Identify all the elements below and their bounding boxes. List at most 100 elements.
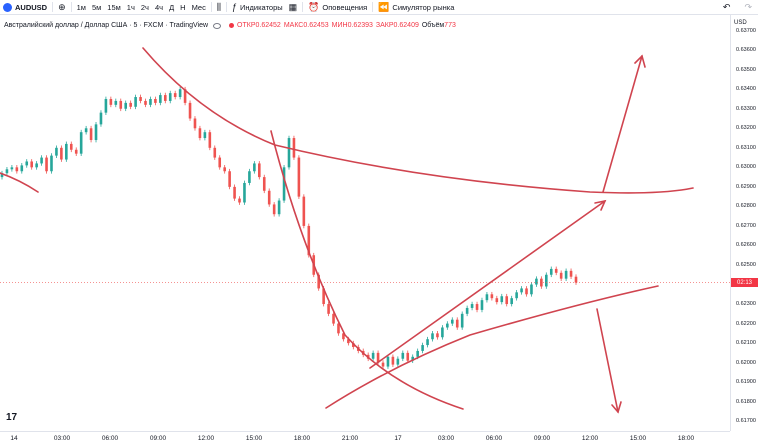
candle-body bbox=[347, 339, 350, 344]
time-tick-label: 12:00 bbox=[581, 435, 599, 442]
price-tick-label: 0.62500 bbox=[736, 261, 756, 268]
chart-legend: Австралийский доллар / Доллар США · 5 · … bbox=[4, 22, 456, 29]
candle-body bbox=[15, 167, 19, 172]
price-tick-label: 0.61700 bbox=[736, 418, 756, 425]
separator bbox=[52, 2, 54, 12]
chart-type-button[interactable]: ⫼ bbox=[214, 0, 224, 15]
interval-button[interactable]: Д bbox=[169, 2, 175, 12]
interval-button[interactable]: 2ч bbox=[140, 2, 149, 12]
undo-icon[interactable]: ↶ bbox=[722, 2, 731, 12]
candle-body bbox=[500, 296, 504, 303]
separator bbox=[372, 2, 374, 12]
time-scale[interactable]: 14 03:00 06:00 09:00 12:00 15:00 18:00 21:00 17 0… bbox=[0, 431, 730, 446]
alarm-clock-icon: ⏰ bbox=[308, 1, 320, 12]
price-tick-label: 0.62600 bbox=[736, 242, 756, 249]
grid-icon: ▦ bbox=[288, 1, 298, 12]
top-toolbar: AUDUSD ⊕ 1м 5м 15м 1ч 2ч 4ч Д Н Мес ⫼ ƒ Индикато… bbox=[0, 0, 758, 15]
candle-body bbox=[307, 225, 311, 256]
candle-body bbox=[297, 157, 301, 197]
price-tick-label: 0.62700 bbox=[736, 222, 756, 229]
candle-body bbox=[178, 89, 182, 98]
interval-button[interactable]: 1ч bbox=[126, 2, 135, 12]
redo-icon[interactable]: ↷ bbox=[744, 2, 752, 12]
candle-body bbox=[485, 294, 489, 301]
tradingview-logo-icon[interactable]: 17 bbox=[6, 412, 18, 423]
price-tick-label: 0.61800 bbox=[736, 398, 756, 405]
candle-body bbox=[396, 358, 400, 365]
candle-body bbox=[223, 167, 226, 172]
arrow-head-icon bbox=[611, 401, 622, 414]
symbol-search[interactable]: AUDUSD bbox=[0, 0, 50, 15]
candle-body bbox=[183, 89, 187, 103]
time-tick-label: 14 bbox=[10, 435, 18, 442]
symbol-name: AUDUSD bbox=[15, 2, 48, 12]
interval-button[interactable]: 4ч bbox=[154, 2, 164, 12]
compare-button[interactable]: ⊕ bbox=[55, 0, 69, 15]
candle-body bbox=[322, 288, 325, 305]
candle-body bbox=[109, 98, 113, 105]
candle-body bbox=[530, 284, 533, 295]
candle-body bbox=[0, 173, 4, 178]
candle-body bbox=[465, 307, 469, 314]
candle-body bbox=[188, 102, 192, 119]
candle-body bbox=[45, 157, 48, 172]
interval-button[interactable]: 5м bbox=[91, 2, 102, 12]
price-tick-label: 0.62800 bbox=[736, 203, 756, 210]
price-scale[interactable]: USD 0.63700 0.63600 0.63500 0.63400 0.63300 0… bbox=[730, 15, 758, 431]
time-tick-label: 17 bbox=[394, 435, 402, 442]
alerts-button[interactable]: ⏰ Оповещения bbox=[305, 0, 370, 15]
candle-body bbox=[525, 288, 528, 295]
candle-body bbox=[292, 138, 296, 158]
candle-body bbox=[545, 274, 548, 287]
candle-body bbox=[510, 298, 513, 305]
candle-body bbox=[99, 112, 103, 125]
candle-body bbox=[228, 171, 231, 187]
candle-body bbox=[79, 132, 83, 154]
indicators-button[interactable]: ƒ Индикаторы bbox=[229, 0, 286, 15]
candle-body bbox=[277, 200, 281, 215]
candle-body bbox=[490, 294, 494, 299]
function-icon: ƒ bbox=[232, 1, 238, 12]
candle-body bbox=[332, 313, 335, 324]
interval-button[interactable]: 1м bbox=[76, 2, 86, 12]
candle-body bbox=[450, 319, 454, 324]
price-tick-label: 0.63200 bbox=[736, 125, 756, 132]
price-tick-label: 0.63000 bbox=[736, 164, 756, 171]
candle-body bbox=[272, 204, 276, 215]
price-tick-label: 0.62900 bbox=[736, 183, 756, 190]
legend-low: МИН0.62393 bbox=[331, 22, 373, 29]
replay-button[interactable]: ⏪ Симулятор рынка bbox=[375, 0, 457, 15]
candle-body bbox=[559, 272, 563, 279]
time-tick-label: 21:00 bbox=[341, 435, 359, 442]
candle-body bbox=[173, 93, 177, 98]
drawing-arrow-up-line bbox=[369, 200, 606, 369]
candle-body bbox=[218, 157, 222, 168]
eye-icon[interactable] bbox=[213, 22, 222, 29]
candle-body bbox=[495, 298, 499, 303]
candle-body bbox=[262, 177, 266, 191]
candle-body bbox=[520, 288, 523, 293]
price-chart[interactable] bbox=[0, 15, 730, 431]
price-tick-label: 0.63400 bbox=[736, 86, 756, 93]
candle-body bbox=[69, 143, 73, 150]
interval-button[interactable]: 15м bbox=[107, 2, 121, 12]
templates-button[interactable]: ▦ bbox=[286, 0, 301, 15]
candle-body bbox=[441, 327, 444, 338]
candle-body bbox=[144, 100, 147, 105]
candle-body bbox=[406, 352, 410, 361]
candle-body bbox=[436, 333, 439, 338]
time-tick-label: 06:00 bbox=[485, 435, 503, 442]
candle-body bbox=[89, 128, 93, 140]
candle-body bbox=[515, 292, 518, 299]
interval-button[interactable]: Н bbox=[180, 2, 186, 12]
candle-body bbox=[154, 98, 157, 103]
interval-button[interactable]: Мес bbox=[191, 2, 206, 12]
candle-body bbox=[554, 268, 558, 273]
candle-body bbox=[540, 278, 543, 287]
candle-body bbox=[163, 95, 167, 101]
candle-body bbox=[376, 352, 380, 363]
candle-body bbox=[198, 128, 202, 139]
price-tick-label: 0.63100 bbox=[736, 144, 756, 151]
candle-body bbox=[505, 296, 509, 305]
legend-open: ОТКР0.62452 bbox=[237, 22, 281, 29]
